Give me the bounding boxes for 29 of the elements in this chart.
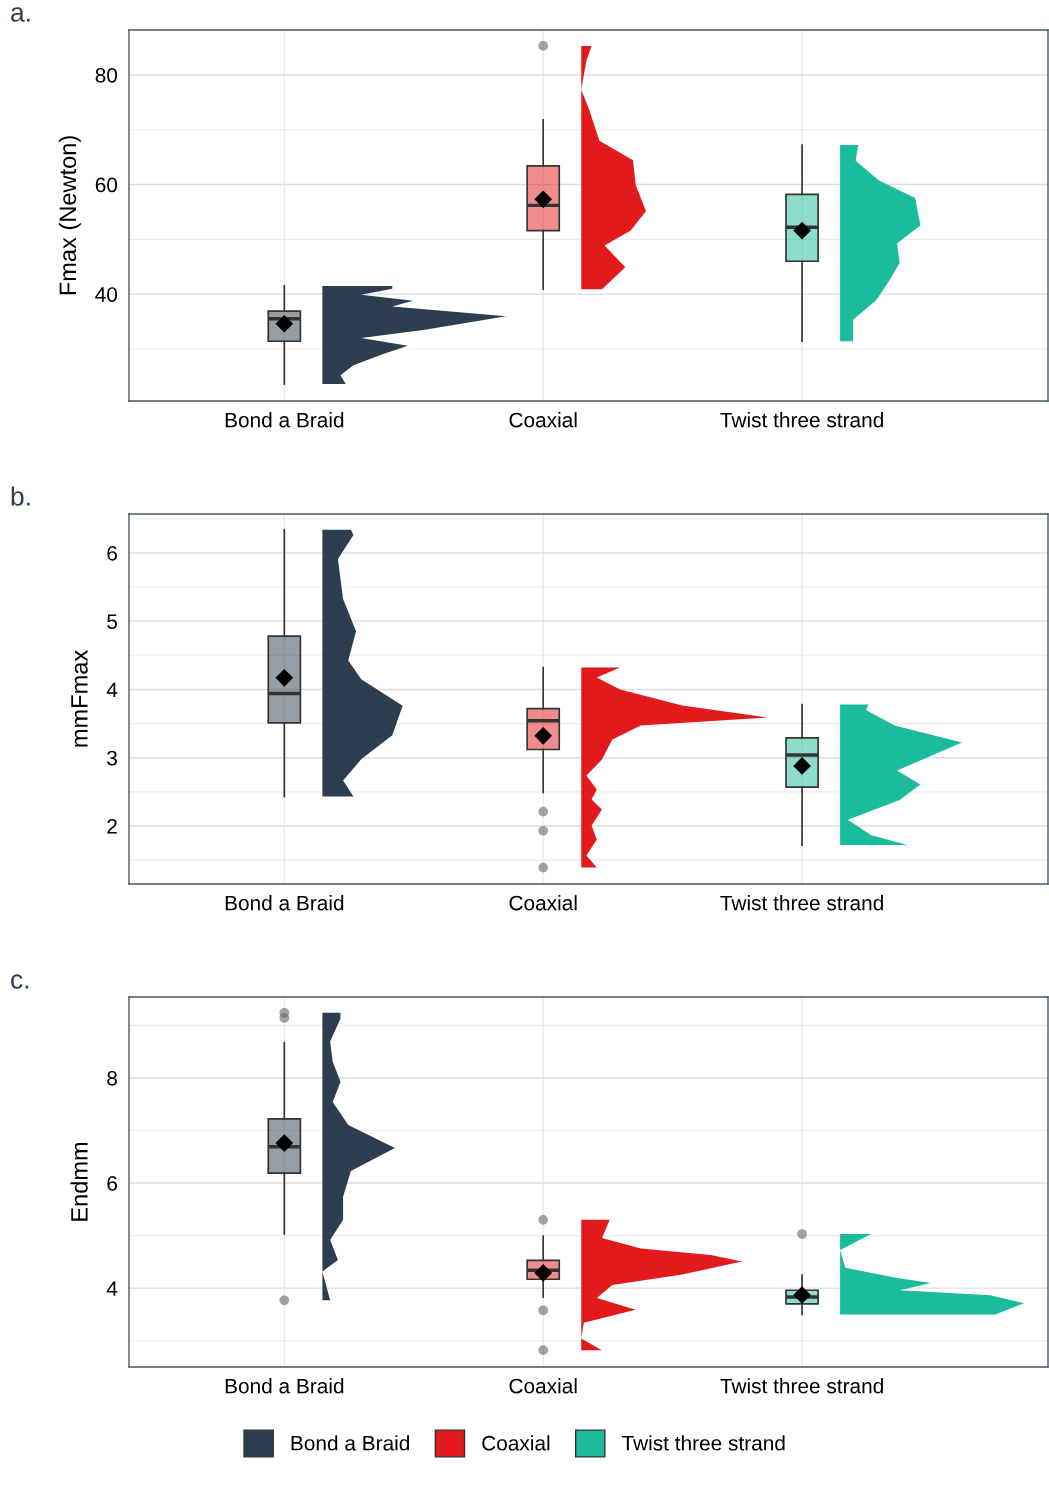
y-tick-label: 6 — [107, 545, 117, 561]
x-tick-label: Coaxial — [509, 412, 577, 428]
y-tick-label: 8 — [107, 1070, 117, 1086]
x-tick-label: Coaxial — [509, 1378, 577, 1394]
y-tick-label: 6 — [107, 1176, 117, 1191]
x-tick-label: Bond a Braid — [225, 895, 344, 911]
legend-label: Twist three strand — [621, 1435, 785, 1451]
chart-title: b. — [11, 486, 30, 506]
chart-title: a. — [11, 7, 30, 22]
y-tick-label: 4 — [106, 682, 118, 697]
y-tick-label: 5 — [107, 614, 118, 629]
y-axis-title: Endmm — [70, 1142, 88, 1221]
x-tick-label: Coaxial — [509, 895, 577, 911]
legend-label: Bond a Braid — [291, 1435, 410, 1451]
y-axis-title: Fmax (Newton) — [58, 136, 81, 295]
y-tick-label: 2 — [107, 818, 117, 834]
x-tick-label: Twist three strand — [720, 895, 883, 911]
y-tick-label: 4 — [106, 1281, 118, 1296]
chart-title: c. — [11, 974, 29, 989]
legend-label: Coaxial — [482, 1435, 550, 1451]
x-tick-label: Bond a Braid — [225, 1378, 344, 1394]
y-tick-label: 80 — [95, 67, 118, 83]
x-tick-label: Bond a Braid — [225, 412, 344, 428]
y-tick-label: 40 — [95, 287, 118, 302]
x-tick-label: Twist three strand — [720, 1378, 883, 1394]
y-axis-title: mmFmax — [71, 650, 88, 747]
y-tick-label: 60 — [95, 177, 118, 193]
y-tick-label: 3 — [107, 750, 117, 766]
x-tick-label: Twist three strand — [720, 412, 883, 428]
